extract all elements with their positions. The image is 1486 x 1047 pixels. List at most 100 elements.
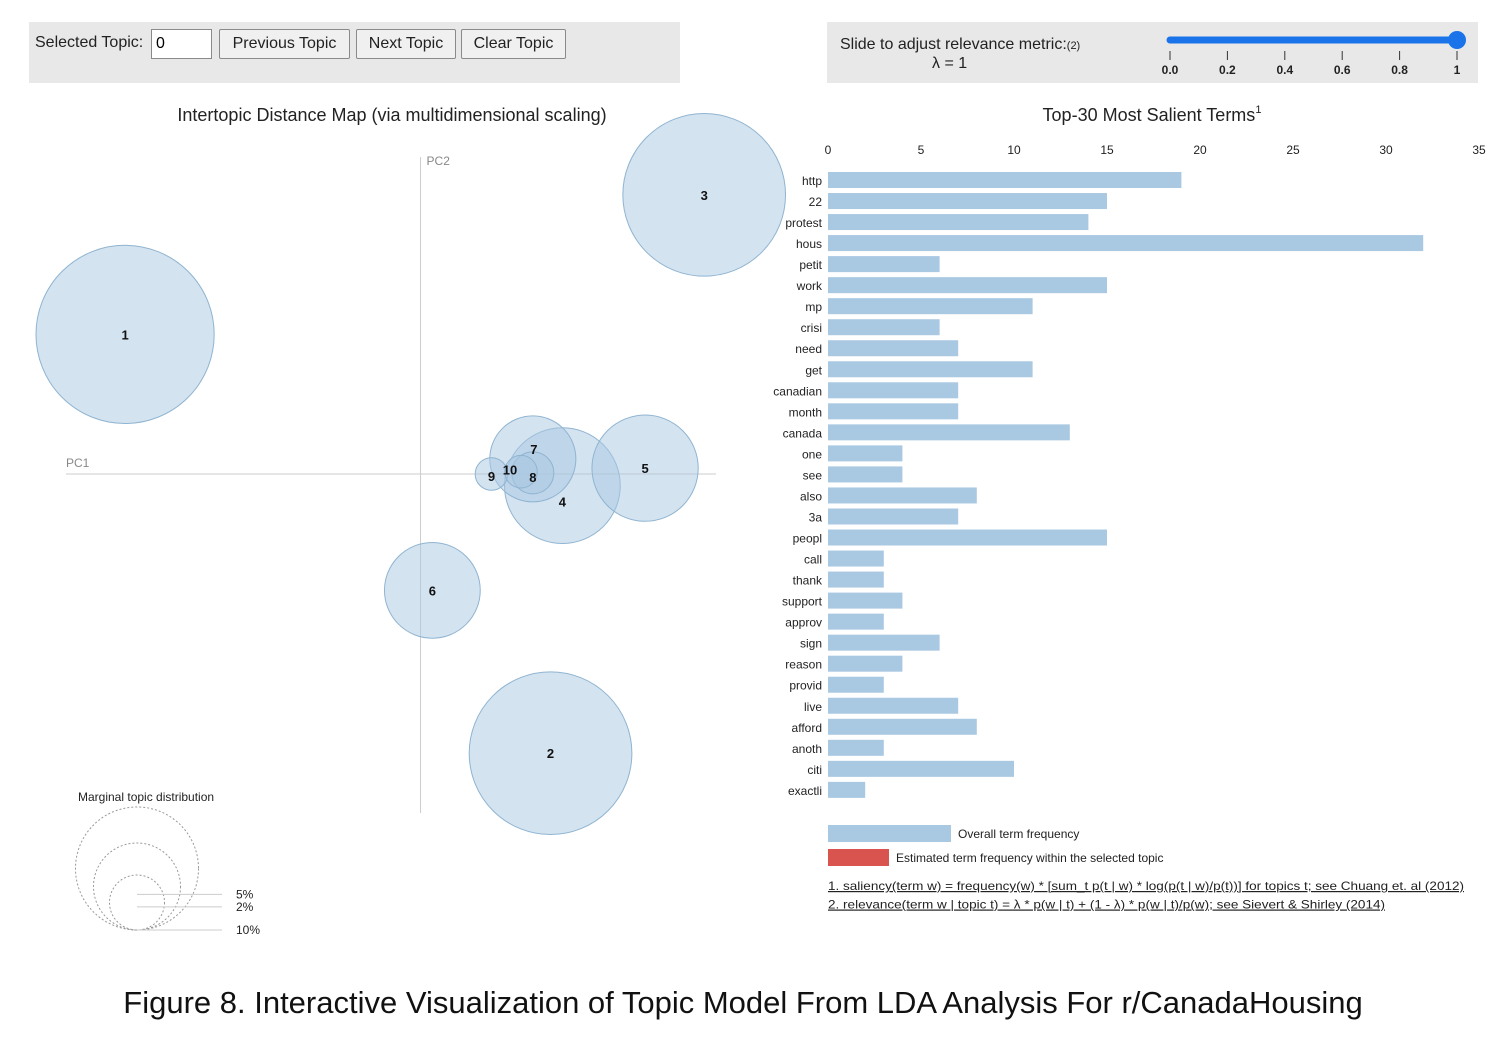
term-bar-reason[interactable] xyxy=(828,655,903,672)
term-bar-sign[interactable] xyxy=(828,634,940,651)
slider-tick-label: 0.2 xyxy=(1219,63,1236,77)
term-bar-22[interactable] xyxy=(828,193,1107,210)
map-title: Intertopic Distance Map (via multidimens… xyxy=(177,105,606,125)
term-label-crisi[interactable]: crisi xyxy=(801,321,822,335)
term-bar-citi[interactable] xyxy=(828,760,1014,777)
topic-circle-1[interactable] xyxy=(35,244,215,424)
term-bar-one[interactable] xyxy=(828,445,903,462)
footnote-link-1[interactable]: 1. saliency(term w) = frequency(w) * [su… xyxy=(828,879,1464,893)
slider-tick-label: 1 xyxy=(1454,63,1461,77)
term-bar-crisi[interactable] xyxy=(828,319,940,336)
term-bar-peopl[interactable] xyxy=(828,529,1107,546)
pc1-label: PC1 xyxy=(66,456,90,470)
term-label-citi[interactable]: citi xyxy=(807,763,822,777)
term-bar-mp[interactable] xyxy=(828,298,1033,315)
term-bar-get[interactable] xyxy=(828,361,1033,378)
term-bar-anoth[interactable] xyxy=(828,739,884,756)
term-label-petit[interactable]: petit xyxy=(799,258,822,272)
term-label-need[interactable]: need xyxy=(795,342,822,356)
next-topic-button[interactable]: Next Topic xyxy=(356,29,456,59)
topic-control-panel xyxy=(29,22,680,83)
marginal-legend-circle xyxy=(108,874,166,931)
topic-label-5[interactable]: 5 xyxy=(641,461,648,476)
footnote-text[interactable]: 1. saliency(term w) = frequency(w) * [su… xyxy=(828,879,1464,893)
term-bar-also[interactable] xyxy=(828,487,977,504)
term-bar-protest[interactable] xyxy=(828,214,1089,231)
term-label-thank[interactable]: thank xyxy=(793,574,823,588)
term-label-provid[interactable]: provid xyxy=(789,679,822,693)
slider-handle[interactable] xyxy=(1448,31,1466,49)
term-bar-exactli[interactable] xyxy=(828,781,866,798)
term-label-protest[interactable]: protest xyxy=(785,216,822,230)
topic-circle-3[interactable] xyxy=(622,112,787,277)
marginal-legend-title: Marginal topic distribution xyxy=(78,790,214,804)
term-label-canada[interactable]: canada xyxy=(783,426,823,440)
term-label-get[interactable]: get xyxy=(805,363,822,377)
term-label-anoth[interactable]: anoth xyxy=(792,742,822,756)
term-label-mp[interactable]: mp xyxy=(805,300,822,314)
x-tick-label: 25 xyxy=(1286,143,1300,157)
term-label-see[interactable]: see xyxy=(803,468,823,482)
term-label-sign[interactable]: sign xyxy=(800,637,822,651)
slider-tick-label: 0.0 xyxy=(1162,63,1179,77)
term-bar-thank[interactable] xyxy=(828,571,884,588)
footnote-link-2[interactable]: 2. relevance(term w | topic t) = λ * p(w… xyxy=(828,898,1385,912)
term-label-month[interactable]: month xyxy=(789,405,822,419)
topic-label-4[interactable]: 4 xyxy=(559,495,567,510)
term-bar-see[interactable] xyxy=(828,466,903,483)
term-bar-work[interactable] xyxy=(828,277,1107,294)
term-bar-canada[interactable] xyxy=(828,424,1070,441)
term-bar-month[interactable] xyxy=(828,403,959,420)
term-bar-live[interactable] xyxy=(828,697,959,714)
term-label-3a[interactable]: 3a xyxy=(809,510,823,524)
topic-label-8[interactable]: 8 xyxy=(529,470,536,485)
slider-tick-label: 0.6 xyxy=(1334,63,1351,77)
footnote-text[interactable]: 2. relevance(term w | topic t) = λ * p(w… xyxy=(828,898,1385,912)
x-tick-label: 10 xyxy=(1007,143,1021,157)
term-bar-approv[interactable] xyxy=(828,613,884,630)
term-label-afford[interactable]: afford xyxy=(792,721,822,735)
topic-circle-10[interactable] xyxy=(504,454,538,489)
topic-circle-6[interactable] xyxy=(383,541,481,639)
term-label-canadian[interactable]: canadian xyxy=(773,384,822,398)
topic-label-9[interactable]: 9 xyxy=(488,469,495,484)
topic-label-3[interactable]: 3 xyxy=(701,188,708,203)
term-label-also[interactable]: also xyxy=(800,489,822,503)
selected-topic-label: Selected Topic: xyxy=(35,34,144,51)
relevance-slider[interactable]: 0.0 0.2 0.4 0.6 0.8 1 xyxy=(1150,24,1470,82)
topic-label-1[interactable]: 1 xyxy=(121,327,128,342)
term-label-http[interactable]: http xyxy=(802,174,822,188)
term-bar-support[interactable] xyxy=(828,592,903,609)
term-label-one[interactable]: one xyxy=(802,447,822,461)
term-bar-hous[interactable] xyxy=(828,235,1424,252)
term-label-hous[interactable]: hous xyxy=(796,237,822,251)
term-label-peopl[interactable]: peopl xyxy=(793,532,822,546)
term-label-call[interactable]: call xyxy=(804,553,822,567)
topic-label-6[interactable]: 6 xyxy=(429,583,436,598)
previous-topic-button[interactable]: Previous Topic xyxy=(219,29,350,59)
term-label-live[interactable]: live xyxy=(804,700,822,714)
term-label-approv[interactable]: approv xyxy=(785,616,822,630)
term-label-reason[interactable]: reason xyxy=(785,658,822,672)
term-bar-need[interactable] xyxy=(828,340,959,357)
slider-label: Slide to adjust relevance metric:(2) xyxy=(840,36,1081,53)
topic-circle-5[interactable] xyxy=(591,414,699,522)
topic-label-7[interactable]: 7 xyxy=(530,442,537,457)
term-label-work[interactable]: work xyxy=(796,279,823,293)
selected-topic-input[interactable] xyxy=(151,29,212,59)
term-bar-call[interactable] xyxy=(828,550,884,567)
term-label-exactli[interactable]: exactli xyxy=(788,784,822,798)
term-bar-http[interactable] xyxy=(828,172,1182,188)
term-bar-petit[interactable] xyxy=(828,256,940,273)
term-label-support[interactable]: support xyxy=(782,595,823,609)
term-bar-3a[interactable] xyxy=(828,508,959,525)
topic-circle-2[interactable] xyxy=(468,671,633,836)
topic-label-2[interactable]: 2 xyxy=(547,746,554,761)
term-bar-afford[interactable] xyxy=(828,718,977,735)
clear-topic-button[interactable]: Clear Topic xyxy=(461,29,566,59)
topic-label-10[interactable]: 10 xyxy=(503,463,517,478)
term-bar-provid[interactable] xyxy=(828,676,884,693)
marginal-legend-label: 10% xyxy=(236,923,260,937)
term-label-22[interactable]: 22 xyxy=(809,195,823,209)
term-bar-canadian[interactable] xyxy=(828,382,959,399)
